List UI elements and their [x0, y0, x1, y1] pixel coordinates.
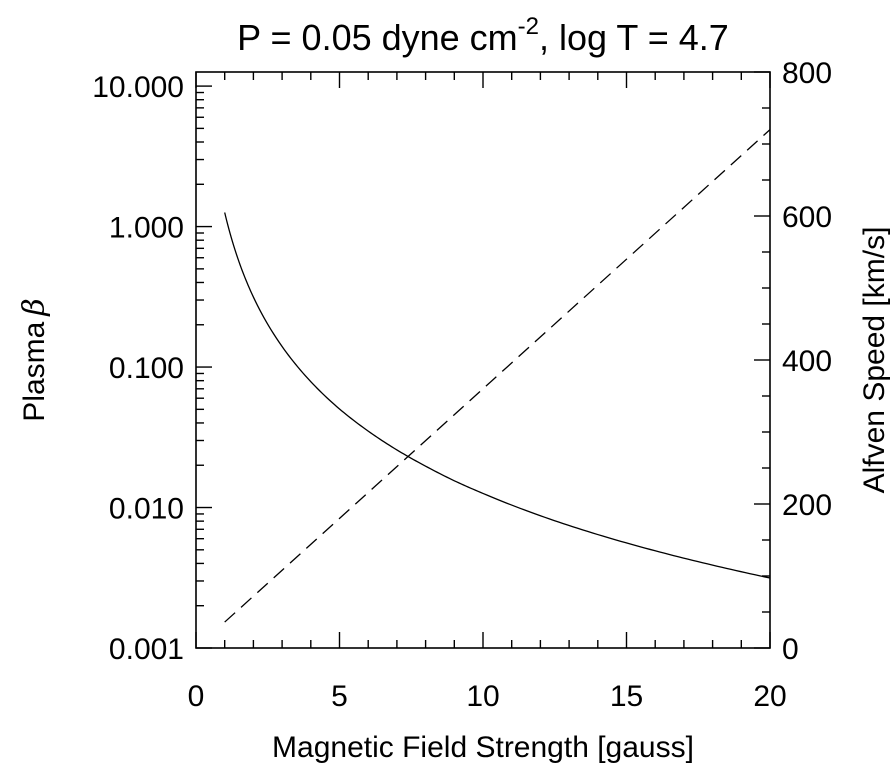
y-left-tick-label: 0.001 — [109, 633, 184, 666]
chart-title-suffix: , log T = 4.7 — [539, 17, 729, 58]
x-tick-label: 5 — [331, 680, 348, 713]
series-line-alfven-speed — [224, 129, 771, 623]
x-tick-label: 15 — [610, 680, 643, 713]
y-right-tick-label: 800 — [782, 57, 832, 90]
y-left-tick-label: 1.000 — [109, 212, 184, 245]
y-left-tick-label: 0.010 — [109, 493, 184, 526]
series-group — [224, 129, 771, 623]
x-tick-label: 0 — [188, 680, 205, 713]
chart-title-main: P = 0.05 dyne cm — [237, 17, 518, 58]
series-line-plasma-beta — [224, 212, 771, 579]
y-left-tick-label: 10.000 — [92, 71, 184, 104]
y-left-axis-label: Plasma β — [17, 298, 52, 421]
chart-title-superscript: -2 — [518, 13, 539, 40]
x-tick-label: 10 — [466, 680, 499, 713]
y-right-tick-label: 200 — [782, 489, 832, 522]
y-left-axis-label-text: Plasma — [18, 321, 51, 421]
plot-frame — [195, 71, 771, 649]
y-right-tick-label: 400 — [782, 345, 832, 378]
tick-marks — [195, 71, 771, 649]
x-axis-label: Magnetic Field Strength [gauss] — [272, 731, 694, 764]
x-tick-label: 20 — [753, 680, 786, 713]
y-left-tick-label: 0.100 — [109, 352, 184, 385]
beta-symbol: β — [17, 298, 52, 316]
tick-labels: 0 5 10 15 20 0.001 0.010 0.100 1.000 10.000 0 200 40… — [92, 57, 832, 713]
chart-title: P = 0.05 dyne cm-2, log T = 4.7 — [237, 13, 729, 58]
y-right-tick-label: 600 — [782, 201, 832, 234]
y-right-tick-label: 0 — [782, 633, 799, 666]
y-right-axis-label: Alfven Speed [km/s] — [858, 227, 891, 494]
